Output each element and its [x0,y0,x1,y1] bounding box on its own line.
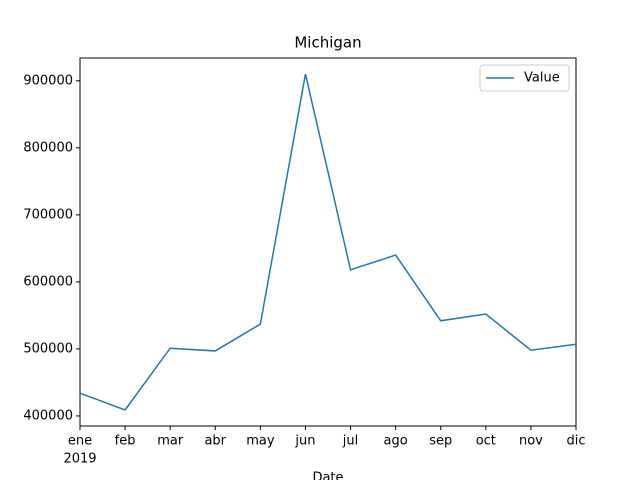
y-tick-label: 700000 [23,207,73,222]
y-tick-label: 900000 [23,73,73,88]
x-tick-label: jul [342,434,358,449]
x-axis-label: Date [312,471,343,480]
x-tick-label: mar [157,434,184,449]
line-series [79,73,577,411]
y-tick-label: 800000 [23,140,73,155]
x-tick-label: sep [429,434,452,449]
legend-box [479,64,570,92]
year-label: 2019 [63,452,96,467]
y-tick-label: 500000 [23,341,73,356]
x-tick-label: oct [476,434,496,449]
x-tick-label: may [246,434,275,449]
x-tick-label: feb [115,434,136,449]
chart-title: Michigan [294,34,361,52]
x-tick-label: abr [204,434,226,449]
x-tick-label: ene [68,434,92,449]
x-tick-label: ago [384,434,408,449]
x-tick-label: dic [566,434,585,449]
x-tick-label: jun [294,434,315,449]
plot-frame [79,57,577,427]
y-tick-label: 600000 [23,274,73,289]
y-tick-label: 400000 [23,408,73,423]
x-tick-label: nov [519,434,543,449]
legend: Value [479,64,570,92]
legend-label: Value [524,71,560,86]
